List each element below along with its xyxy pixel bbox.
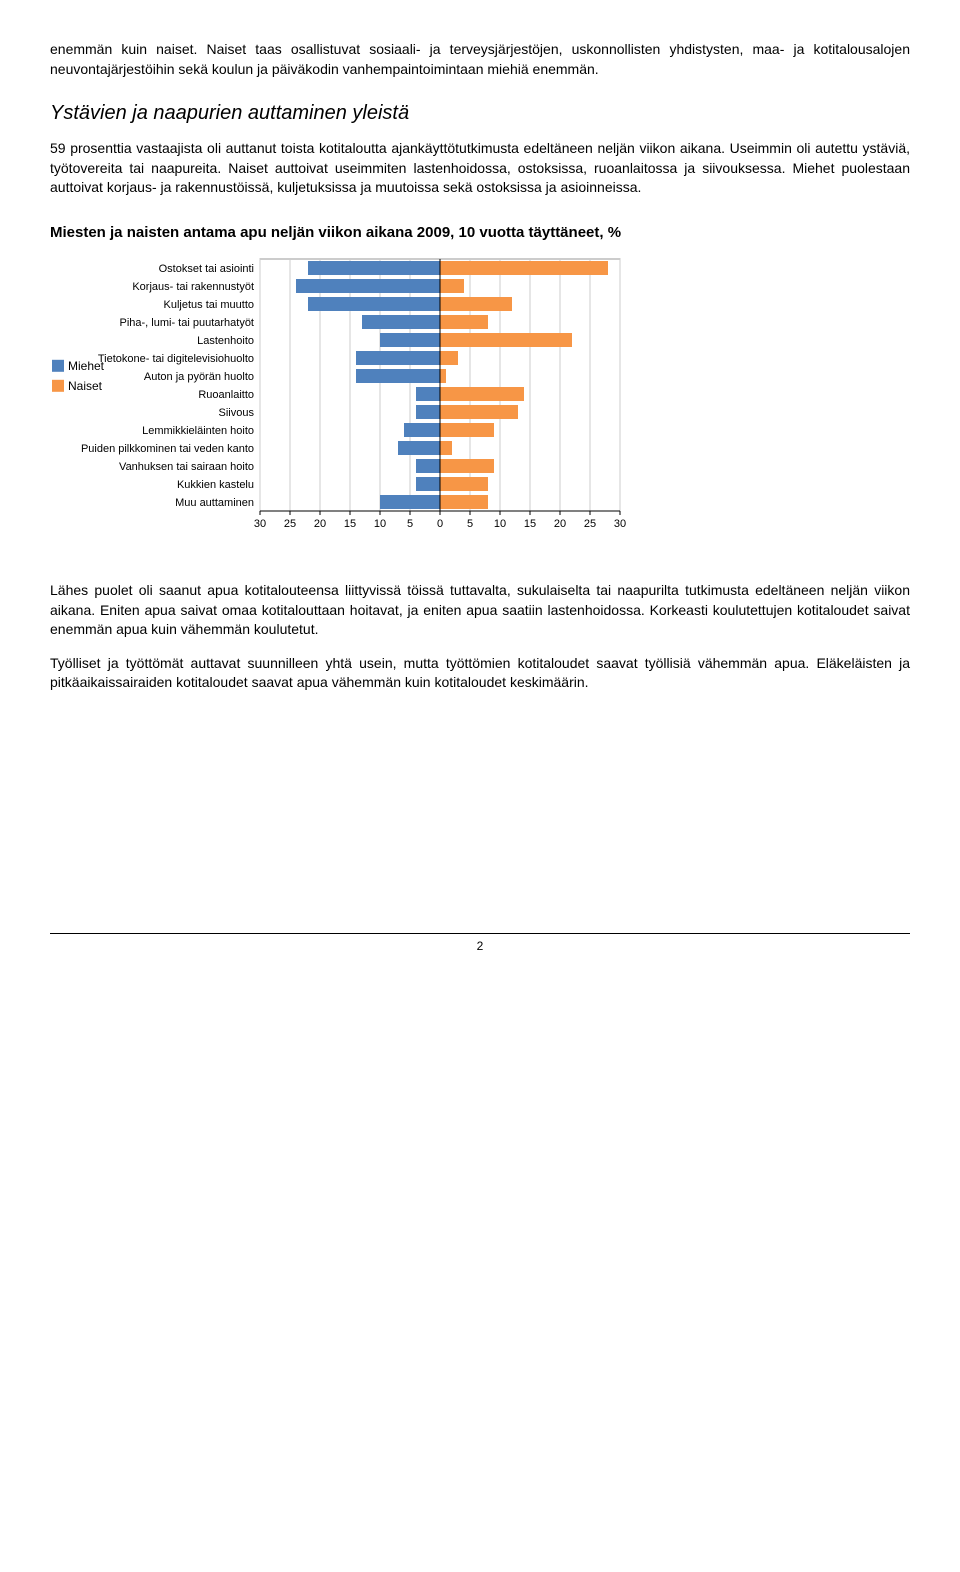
category-label: Ruoanlaitto xyxy=(198,389,254,401)
x-tick-label: 30 xyxy=(614,518,626,530)
bar-women xyxy=(440,279,464,293)
body-paragraph-2: Lähes puolet oli saanut apua kotitaloute… xyxy=(50,581,910,640)
bar-women xyxy=(440,369,446,383)
bar-men xyxy=(404,423,440,437)
x-tick-label: 10 xyxy=(374,518,386,530)
bar-women xyxy=(440,351,458,365)
x-tick-label: 15 xyxy=(524,518,536,530)
bar-women xyxy=(440,315,488,329)
x-tick-label: 10 xyxy=(494,518,506,530)
bar-women xyxy=(440,441,452,455)
bar-women xyxy=(440,333,572,347)
bar-men xyxy=(416,387,440,401)
bar-men xyxy=(398,441,440,455)
category-label: Lastenhoito xyxy=(197,335,254,347)
x-tick-label: 5 xyxy=(407,518,413,530)
bar-women xyxy=(440,405,518,419)
bar-women xyxy=(440,261,608,275)
category-label: Ostokset tai asiointi xyxy=(159,263,254,275)
bar-men xyxy=(356,351,440,365)
page-number: 2 xyxy=(477,939,484,953)
bar-men xyxy=(416,477,440,491)
category-label: Siivous xyxy=(219,407,255,419)
category-label: Vanhuksen tai sairaan hoito xyxy=(119,461,254,473)
body-paragraph-3: Työlliset ja työttömät auttavat suunnill… xyxy=(50,654,910,693)
category-label: Kukkien kastelu xyxy=(177,479,254,491)
section-heading: Ystävien ja naapurien auttaminen yleistä xyxy=(50,99,910,127)
bar-women xyxy=(440,423,494,437)
x-tick-label: 20 xyxy=(314,518,326,530)
bar-men xyxy=(356,369,440,383)
category-label: Auton ja pyörän huolto xyxy=(144,371,254,383)
x-tick-label: 15 xyxy=(344,518,356,530)
x-tick-label: 30 xyxy=(254,518,266,530)
bar-women xyxy=(440,459,494,473)
x-tick-label: 5 xyxy=(467,518,473,530)
bar-women xyxy=(440,297,512,311)
x-tick-label: 25 xyxy=(584,518,596,530)
bar-men xyxy=(308,261,440,275)
bar-women xyxy=(440,387,524,401)
bar-men xyxy=(380,495,440,509)
category-label: Tietokone- tai digitelevisiohuolto xyxy=(98,353,254,365)
category-label: Kuljetus tai muutto xyxy=(164,299,255,311)
category-label: Lemmikkieläinten hoito xyxy=(142,425,254,437)
bar-men xyxy=(416,459,440,473)
body-paragraph-1: 59 prosenttia vastaajista oli auttanut t… xyxy=(50,139,910,198)
category-label: Piha-, lumi- tai puutarhatyöt xyxy=(119,317,254,329)
x-tick-label: 20 xyxy=(554,518,566,530)
diverging-bar-chart: Ostokset tai asiointi Korjaus- tai rakenn… xyxy=(50,249,910,541)
bar-men xyxy=(362,315,440,329)
bar-men xyxy=(308,297,440,311)
bar-men xyxy=(380,333,440,347)
category-label: Korjaus- tai rakennustyöt xyxy=(132,281,254,293)
x-tick-label: 25 xyxy=(284,518,296,530)
legend-label-women: Naiset xyxy=(68,379,103,393)
chart-title: Miesten ja naisten antama apu neljän vii… xyxy=(50,222,910,243)
bar-women xyxy=(440,477,488,491)
chart-svg: Ostokset tai asiointi Korjaus- tai rakenn… xyxy=(50,249,690,541)
category-label: Muu auttaminen xyxy=(175,497,254,509)
bar-men xyxy=(296,279,440,293)
legend-swatch-men xyxy=(52,360,64,372)
category-label: Puiden pilkkominen tai veden kanto xyxy=(81,443,254,455)
intro-paragraph: enemmän kuin naiset. Naiset taas osallis… xyxy=(50,40,910,79)
legend-label-men: Miehet xyxy=(68,359,105,373)
bar-women xyxy=(440,495,488,509)
x-tick-label: 0 xyxy=(437,518,443,530)
legend-swatch-women xyxy=(52,380,64,392)
page-footer: 2 xyxy=(50,933,910,955)
bar-men xyxy=(416,405,440,419)
